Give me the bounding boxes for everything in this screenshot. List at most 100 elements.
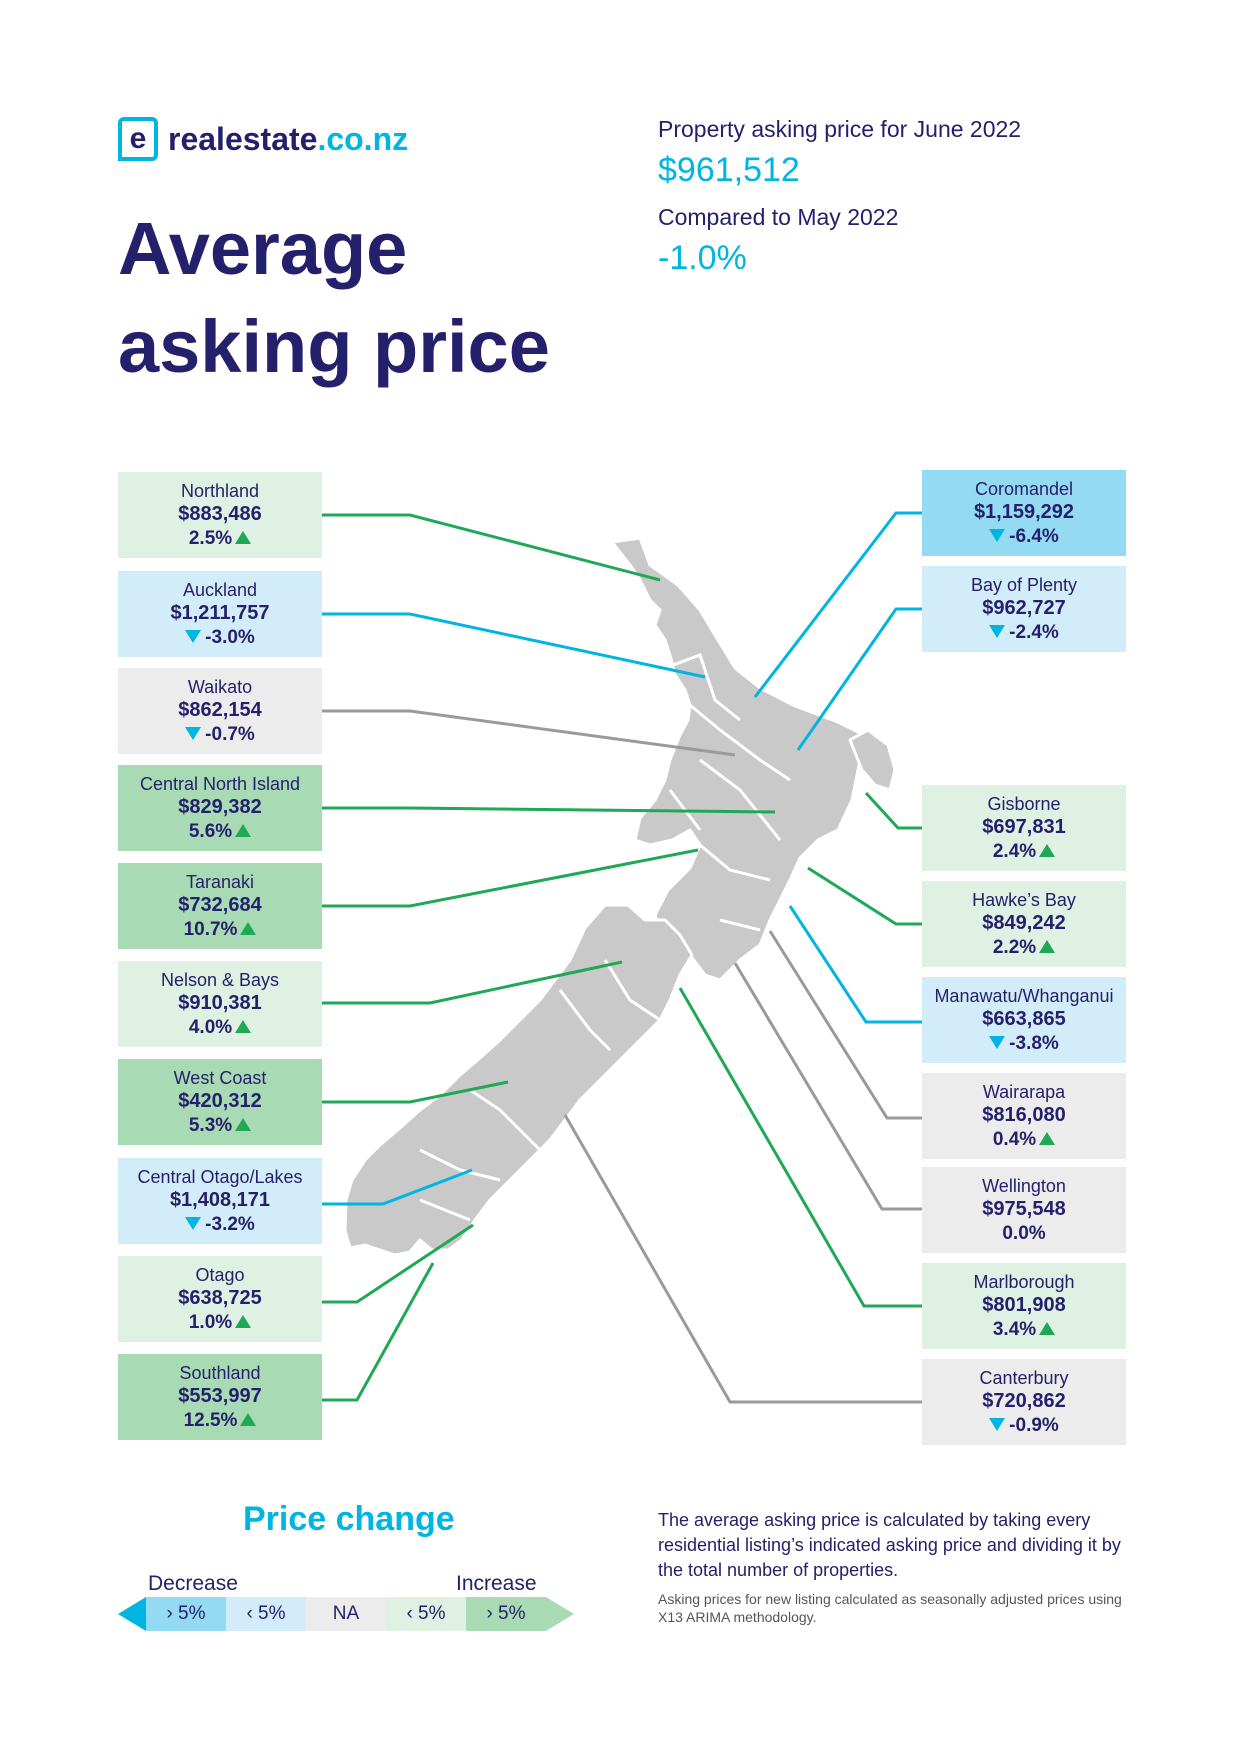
region-change-value: 10.7%: [183, 919, 238, 940]
triangle-up-icon: [1039, 940, 1056, 953]
region-price: $962,727: [982, 597, 1066, 619]
legend-title: Price change: [243, 1500, 455, 1538]
triangle-up-icon: [235, 1118, 252, 1131]
region-change-value: 0.0%: [1002, 1223, 1046, 1244]
region-name: Canterbury: [979, 1368, 1069, 1388]
region-price: $697,831: [982, 816, 1066, 838]
region-name: Hawke’s Bay: [972, 890, 1076, 910]
region-change-value: 2.5%: [188, 528, 233, 549]
region-box-otago: Otago $638,725 1.0%: [118, 1256, 322, 1342]
region-name: Central North Island: [139, 774, 301, 794]
region-box-gisborne: Gisborne $697,831 2.4%: [922, 785, 1126, 871]
region-change-value: 5.3%: [188, 1115, 233, 1136]
triangle-down-icon: [989, 625, 1006, 638]
region-box-manawatu-whanganui: Manawatu/Whanganui $663,865 -3.8%: [922, 977, 1126, 1063]
region-change-value: 4.0%: [188, 1017, 233, 1038]
region-name: Gisborne: [987, 794, 1061, 814]
title-line-2: asking price: [118, 305, 550, 388]
region-change: 2.2%: [922, 936, 1126, 960]
connector-marlborough: [678, 987, 922, 1308]
region-change: 3.4%: [922, 1318, 1126, 1342]
region-name: Bay of Plenty: [970, 575, 1078, 595]
triangle-down-icon: [185, 1217, 202, 1230]
logo-name: realestate: [168, 120, 318, 157]
connector-central-otago: [322, 1168, 473, 1206]
methodology-footnote: Asking prices for new listing calculated…: [658, 1591, 1122, 1625]
region-name: Waikato: [187, 677, 253, 697]
region-box-wellington: Wellington $975,548 0.0%: [922, 1167, 1126, 1253]
connector-west-coast: [322, 1080, 509, 1104]
region-change-value: 2.4%: [992, 841, 1037, 862]
triangle-up-icon: [235, 1315, 252, 1328]
connector-southland: [322, 1262, 435, 1402]
legend-decrease-label: Decrease: [148, 1572, 238, 1595]
logo-tld: .co.nz: [317, 120, 409, 157]
region-change: 0.0%: [922, 1222, 1126, 1246]
triangle-down-icon: [989, 1036, 1006, 1049]
region-box-wairarapa: Wairarapa $816,080 0.4%: [922, 1073, 1126, 1159]
region-price: $849,242: [982, 912, 1066, 934]
region-box-nelson-bays: Nelson & Bays $910,381 4.0%: [118, 961, 322, 1047]
region-price: $553,997: [178, 1385, 262, 1407]
region-change: -0.7%: [118, 723, 322, 747]
region-change-value: 1.0%: [188, 1312, 233, 1333]
connector-otago: [322, 1223, 474, 1304]
region-name: Marlborough: [973, 1272, 1075, 1292]
region-name: Otago: [195, 1265, 245, 1285]
triangle-up-icon: [1039, 1322, 1056, 1335]
region-change: -0.9%: [922, 1414, 1126, 1438]
region-price: $1,211,757: [170, 602, 270, 624]
logo-mark-icon: e: [118, 117, 158, 161]
connector-wairarapa: [768, 930, 922, 1120]
region-change: 2.4%: [922, 840, 1126, 864]
region-price: $420,312: [178, 1090, 262, 1112]
region-price: $1,159,292: [973, 501, 1075, 523]
region-change-value: -0.7%: [205, 724, 255, 745]
connectors: [322, 511, 922, 1404]
summary-price-label: Property asking price for June 2022: [658, 116, 1022, 142]
region-name: Wellington: [982, 1176, 1066, 1196]
region-price: $910,381: [178, 992, 262, 1014]
logo: e realestate.co.nz: [118, 117, 408, 161]
triangle-up-icon: [1039, 1132, 1056, 1145]
connector-auckland: [322, 612, 706, 679]
region-price: $663,865: [982, 1008, 1066, 1030]
region-change-value: -3.2%: [205, 1214, 255, 1235]
methodology-note: The average asking price is calculated b…: [658, 1510, 1121, 1580]
legend-bar: › 5% ‹ 5% NA ‹ 5% › 5%: [118, 1597, 574, 1631]
connector-central-north-island: [322, 806, 776, 814]
legend-segment-increase-large: › 5%: [466, 1597, 546, 1631]
region-box-waikato: Waikato $862,154 -0.7%: [118, 668, 322, 754]
connector-northland: [322, 513, 661, 582]
region-change-value: 0.4%: [992, 1129, 1037, 1150]
region-price: $975,548: [982, 1198, 1066, 1220]
triangle-down-icon: [989, 1418, 1006, 1431]
triangle-up-icon: [235, 824, 252, 837]
region-name: Auckland: [182, 580, 258, 600]
arrow-right-icon: [546, 1597, 574, 1631]
region-name: Southland: [179, 1363, 261, 1383]
region-price: $720,862: [982, 1390, 1066, 1412]
region-change-value: 2.2%: [992, 937, 1037, 958]
region-change: -2.4%: [922, 621, 1126, 645]
connector-manawatu: [788, 905, 922, 1024]
legend-segment-na: NA: [306, 1597, 386, 1631]
region-box-northland: Northland $883,486 2.5%: [118, 472, 322, 558]
logo-text: realestate.co.nz: [168, 121, 408, 158]
region-name: Northland: [180, 481, 260, 501]
summary: Property asking price for June 2022 $961…: [658, 116, 1021, 292]
connector-nelson-bays: [322, 960, 623, 1005]
region-change: 2.5%: [118, 527, 322, 551]
triangle-down-icon: [185, 630, 202, 643]
region-price: $862,154: [178, 699, 262, 721]
legend-increase-label: Increase: [456, 1572, 537, 1595]
region-change-value: 12.5%: [183, 1410, 238, 1431]
region-price: $732,684: [178, 894, 262, 916]
region-box-auckland: Auckland $1,211,757 -3.0%: [118, 571, 322, 657]
triangle-up-icon: [235, 531, 252, 544]
region-price: $829,382: [178, 796, 262, 818]
region-price: $1,408,171: [169, 1189, 271, 1211]
connector-waikato: [322, 709, 736, 757]
region-box-canterbury: Canterbury $720,862 -0.9%: [922, 1359, 1126, 1445]
